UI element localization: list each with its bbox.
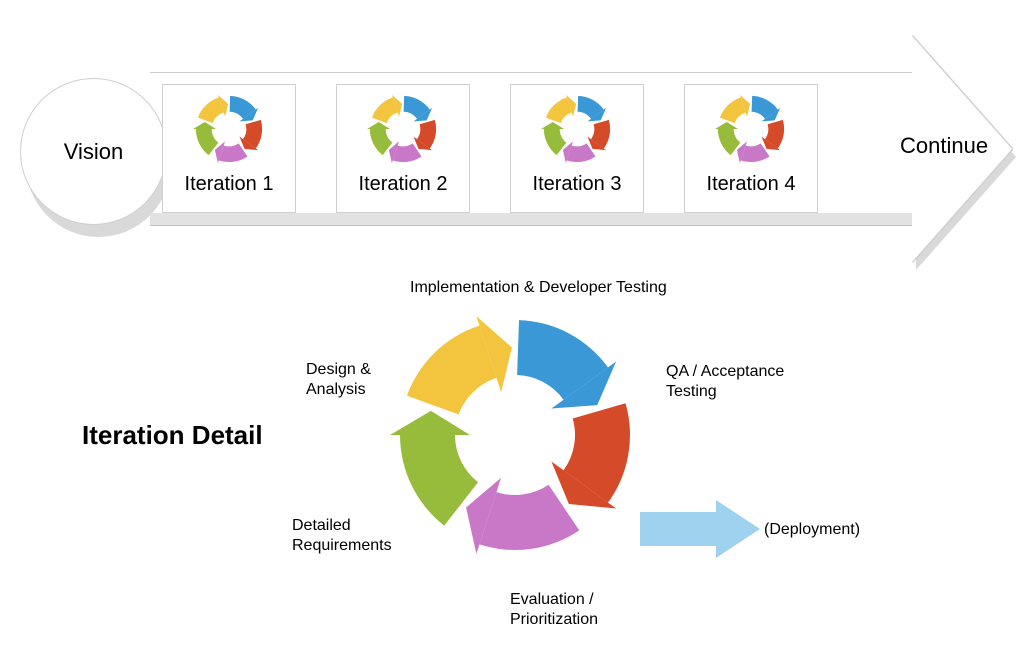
deployment-arrow-head [716,500,760,558]
iteration-box: Iteration 1 [162,84,296,213]
iteration-label: Iteration 2 [359,173,448,196]
iteration-label: Iteration 3 [533,173,622,196]
vision-label: Vision [64,139,124,165]
cycle-icon [715,93,787,165]
continue-label: Continue [900,133,1020,159]
iteration-label: Iteration 1 [185,173,274,196]
phase-label-design: Design &Analysis [306,360,406,400]
vision-circle: Vision [20,78,167,225]
iteration-detail-title: Iteration Detail [82,420,263,451]
deployment-arrow-shaft [640,512,718,546]
iteration-box: Iteration 4 [684,84,818,213]
iteration-detail-cycle-icon [390,310,640,560]
deployment-arrow-icon [640,500,760,558]
cycle-icon [193,93,265,165]
timeline-arrow-bottom [150,213,920,226]
iteration-label: Iteration 4 [707,173,796,196]
phase-label-qa: QA / AcceptanceTesting [666,362,846,402]
phase-label-impl: Implementation & Developer Testing [410,278,730,298]
phase-label-eval: Evaluation /Prioritization [510,590,680,630]
iteration-box: Iteration 2 [336,84,470,213]
phase-label-req: DetailedRequirements [292,516,402,556]
cycle-icon [541,93,613,165]
cycle-icon [367,93,439,165]
deployment-label: (Deployment) [764,520,904,540]
diagram-stage: Vision Continue Iteration 1 Iteration 2 … [0,0,1024,666]
iteration-box: Iteration 3 [510,84,644,213]
